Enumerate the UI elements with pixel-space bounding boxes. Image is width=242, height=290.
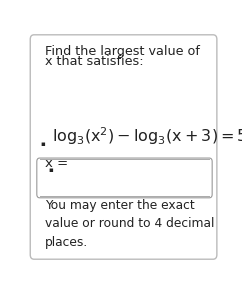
Text: You may enter the exact
value or round to 4 decimal
places.: You may enter the exact value or round t…: [45, 199, 215, 249]
FancyBboxPatch shape: [30, 35, 217, 259]
Text: ▪: ▪: [41, 141, 45, 147]
FancyBboxPatch shape: [37, 158, 212, 198]
Text: x =: x =: [45, 157, 68, 170]
Text: $\mathrm{log}_3(\mathrm{x}^2) - \mathrm{log}_3(\mathrm{x}+3) = 5$: $\mathrm{log}_3(\mathrm{x}^2) - \mathrm{…: [52, 126, 242, 147]
Text: ▪: ▪: [48, 167, 53, 173]
Text: x that satisfies:: x that satisfies:: [45, 55, 144, 68]
Text: Find the largest value of: Find the largest value of: [45, 45, 200, 58]
